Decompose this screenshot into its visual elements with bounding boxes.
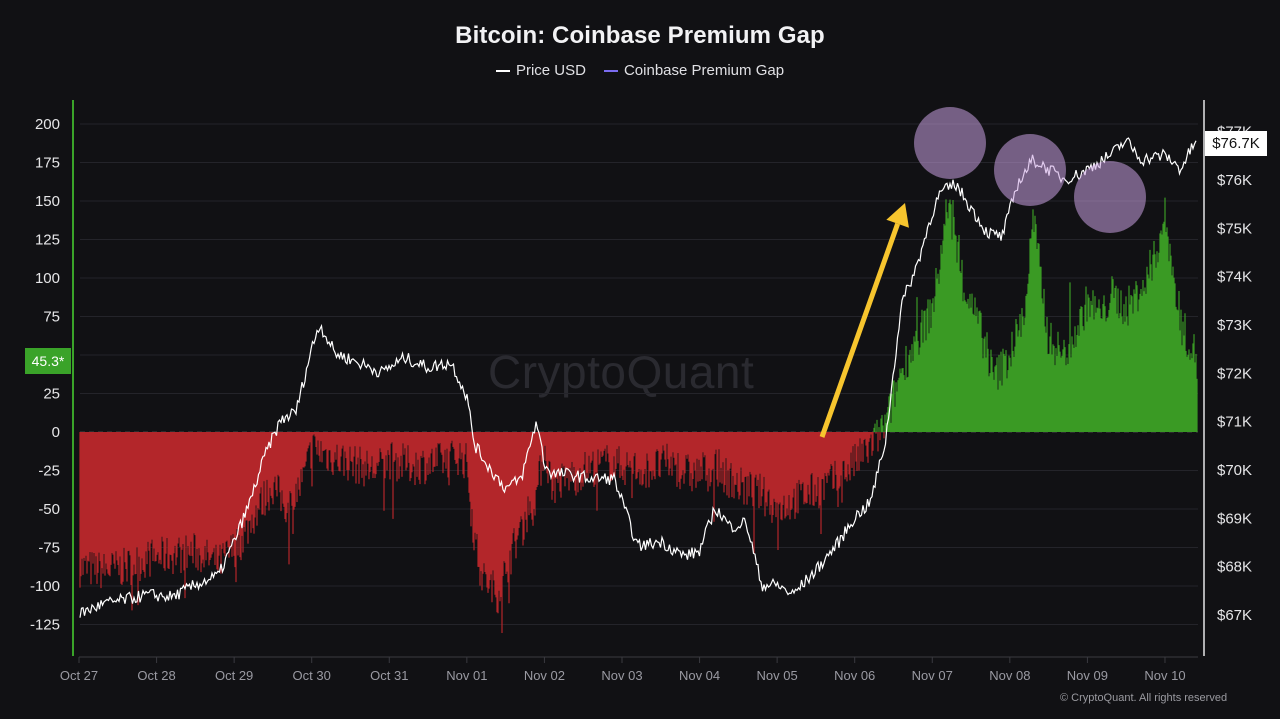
x-axis-tick-label: Nov 03 (601, 668, 642, 683)
right-axis-tick-label: $73K (1217, 317, 1252, 334)
x-axis-tick-label: Nov 01 (446, 668, 487, 683)
x-axis-tick-label: Nov 06 (834, 668, 875, 683)
x-axis-tick-label: Oct 31 (370, 668, 408, 683)
yellow-arrow-icon (819, 222, 901, 438)
left-axis-tick-label: 0 (52, 424, 60, 441)
current-price-badge: $76.7K (1205, 131, 1267, 156)
x-axis-tick-label: Nov 10 (1144, 668, 1185, 683)
left-axis-tick-label: 75 (43, 309, 60, 326)
left-axis-tick-label: -75 (38, 540, 60, 557)
x-axis-tick-label: Oct 29 (215, 668, 253, 683)
x-axis-tick-label: Nov 07 (912, 668, 953, 683)
left-axis-tick-label: 125 (35, 232, 60, 249)
chart-legend: Price USD Coinbase Premium Gap (0, 62, 1280, 79)
right-axis-tick-label: $67K (1217, 607, 1252, 624)
left-axis-tick-label: -125 (30, 617, 60, 634)
x-axis-tick-label: Nov 09 (1067, 668, 1108, 683)
left-axis-tick-label: -25 (38, 463, 60, 480)
x-axis-tick-label: Nov 05 (757, 668, 798, 683)
right-axis-tick-label: $75K (1217, 220, 1252, 237)
right-axis-tick-label: $69K (1217, 510, 1252, 527)
left-axis-tick-label: -100 (30, 578, 60, 595)
current-premium-gap-badge: 45.3* (25, 348, 71, 374)
highlight-circle (1074, 161, 1146, 233)
x-axis-tick-label: Oct 27 (60, 668, 98, 683)
price-line-swatch-icon (495, 69, 510, 72)
legend-item-coinbase-premium-gap[interactable]: Coinbase Premium Gap (603, 62, 785, 79)
x-axis-tick-label: Nov 02 (524, 668, 565, 683)
highlight-circle (994, 134, 1066, 206)
right-axis-tick-label: $71K (1217, 414, 1252, 431)
right-axis-tick-label: $76K (1217, 172, 1252, 189)
x-axis-tick-label: Nov 04 (679, 668, 720, 683)
premium-gap-line-swatch-icon (603, 69, 618, 72)
right-axis-tick-label: $72K (1217, 365, 1252, 382)
left-axis-tick-label: 150 (35, 193, 60, 210)
highlight-circle (914, 107, 986, 179)
legend-label-coinbase-premium-gap: Coinbase Premium Gap (623, 62, 785, 79)
left-axis-tick-label: -50 (38, 501, 60, 518)
x-axis-tick-label: Oct 28 (137, 668, 175, 683)
left-axis-tick-label: 100 (35, 270, 60, 287)
left-axis-tick-label: 175 (35, 155, 60, 172)
premium-gap-series (79, 197, 1198, 633)
left-axis-tick-label: 200 (35, 116, 60, 133)
legend-item-price-usd[interactable]: Price USD (495, 62, 586, 79)
copyright-text: © CryptoQuant. All rights reserved (1060, 692, 1228, 704)
right-axis-tick-label: $74K (1217, 269, 1252, 286)
x-axis-tick-label: Oct 30 (293, 668, 331, 683)
price-usd-series (79, 137, 1197, 618)
chart-title: Bitcoin: Coinbase Premium Gap (455, 22, 825, 49)
right-axis-tick-label: $68K (1217, 559, 1252, 576)
right-axis-tick-label: $70K (1217, 462, 1252, 479)
left-axis-tick-label: 25 (43, 386, 60, 403)
legend-label-price-usd: Price USD (515, 62, 586, 79)
arrow-head-icon (886, 203, 909, 228)
x-axis-tick-label: Nov 08 (989, 668, 1030, 683)
